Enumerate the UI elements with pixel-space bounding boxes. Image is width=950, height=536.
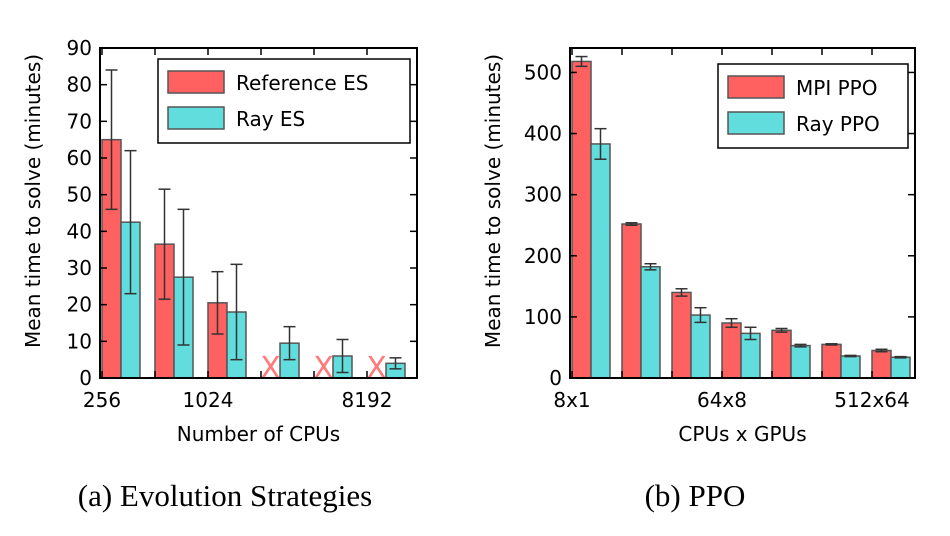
y-axis-ticks: 0 100 200 300 400 500 bbox=[524, 60, 915, 390]
error-bar bbox=[725, 317, 738, 329]
bar-ray-ppo-16x2 bbox=[640, 266, 661, 379]
bar-mpi-ppo-128x16 bbox=[771, 329, 792, 379]
error-bar bbox=[575, 55, 588, 68]
y-tick-label: 60 bbox=[67, 146, 92, 170]
legend-swatch-ray-ppo bbox=[727, 111, 785, 135]
error-bar bbox=[844, 354, 857, 358]
plot-frame bbox=[99, 47, 418, 379]
bar-ray-ppo-32x4 bbox=[690, 314, 711, 379]
y-tick-label: 50 bbox=[67, 183, 92, 207]
y-tick-label: 500 bbox=[524, 60, 562, 84]
error-bar bbox=[158, 188, 171, 300]
y-axis-title: Mean time to solve (minutes) bbox=[481, 54, 505, 348]
error-bar bbox=[644, 262, 657, 271]
y-tick-label: 100 bbox=[524, 305, 562, 329]
bar-mpi-ppo-64x8 bbox=[721, 322, 742, 379]
y-tick-label: 90 bbox=[67, 36, 92, 60]
bar-ray-ppo-8x1 bbox=[590, 143, 611, 379]
error-bar bbox=[825, 343, 838, 346]
error-bar bbox=[230, 263, 243, 361]
error-bar bbox=[794, 343, 807, 348]
y-tick-label: 20 bbox=[67, 293, 92, 317]
legend-label-ray-es: Ray ES bbox=[236, 107, 305, 131]
error-bar bbox=[389, 357, 402, 370]
y-tick-label: 70 bbox=[67, 109, 92, 133]
x-tick-label: 64x8 bbox=[697, 388, 747, 412]
error-bar bbox=[694, 306, 707, 324]
errorbars-group bbox=[105, 69, 402, 374]
caption-a: (a) Evolution Strategies bbox=[78, 478, 372, 513]
y-tick-label: 300 bbox=[524, 183, 562, 207]
legend: MPI PPO Ray PPO bbox=[717, 63, 909, 149]
y-tick-label: 400 bbox=[524, 122, 562, 146]
error-bar bbox=[875, 348, 888, 353]
failed-marker: X bbox=[260, 351, 281, 386]
error-bar bbox=[124, 149, 137, 295]
error-bar bbox=[744, 326, 757, 341]
legend-label-ray-ppo: Ray PPO bbox=[796, 112, 880, 136]
caption-b: (b) PPO bbox=[645, 478, 746, 513]
error-bar bbox=[594, 127, 607, 160]
legend: Reference ES Ray ES bbox=[157, 58, 411, 144]
x-axis-title: CPUs x GPUs bbox=[678, 422, 806, 446]
y-tick-label: 30 bbox=[67, 256, 92, 280]
x-tick-label: 8192 bbox=[342, 388, 393, 412]
legend-swatch-reference-es bbox=[167, 70, 225, 94]
plot-frame bbox=[569, 47, 916, 379]
y-tick-label: 80 bbox=[67, 73, 92, 97]
y-tick-label: 10 bbox=[67, 329, 92, 353]
x-tick-label: 512x64 bbox=[834, 388, 909, 412]
failed-marker: X bbox=[366, 351, 387, 386]
x-axis-ticks: 8x1 64x8 512x64 bbox=[553, 48, 910, 412]
x-tick-label: 256 bbox=[83, 388, 121, 412]
bar-mpi-ppo-16x2 bbox=[621, 223, 642, 379]
x-tick-label: 1024 bbox=[183, 388, 234, 412]
bar-ray-ppo-512x64 bbox=[890, 356, 911, 379]
errorbars-group bbox=[575, 55, 907, 359]
legend-swatch-mpi-ppo bbox=[727, 75, 785, 99]
error-bar bbox=[336, 338, 349, 374]
bar-ray-ppo-256x32 bbox=[840, 355, 861, 379]
legend-label-mpi-ppo: MPI PPO bbox=[796, 76, 877, 100]
error-bar bbox=[675, 288, 688, 297]
legend-label-reference-es: Reference ES bbox=[236, 71, 368, 95]
error-bar bbox=[625, 222, 638, 226]
x-tick-label: 8x1 bbox=[553, 388, 590, 412]
x-axis-title: Number of CPUs bbox=[177, 422, 340, 446]
bar-mpi-ppo-256x32 bbox=[821, 343, 842, 379]
error-bar bbox=[894, 355, 907, 359]
y-tick-label: 200 bbox=[524, 244, 562, 268]
error-bar bbox=[211, 270, 224, 335]
x-axis-ticks: 256 1024 8192 bbox=[83, 48, 393, 412]
y-tick-label: 0 bbox=[79, 366, 92, 390]
y-tick-label: 40 bbox=[67, 219, 92, 243]
bar-mpi-ppo-32x4 bbox=[671, 291, 692, 379]
y-axis-title: Mean time to solve (minutes) bbox=[21, 54, 45, 348]
error-bar bbox=[775, 327, 788, 333]
bars-group bbox=[101, 138, 406, 379]
error-bar bbox=[283, 325, 296, 361]
legend-swatch-ray-es bbox=[167, 106, 225, 130]
error-bar bbox=[105, 69, 118, 211]
bar-mpi-ppo-8x1 bbox=[571, 60, 592, 379]
y-axis-ticks: 0 10 20 30 40 50 60 70 80 90 bbox=[67, 36, 417, 390]
bar-ray-ppo-128x16 bbox=[790, 344, 811, 379]
bar-mpi-ppo-512x64 bbox=[871, 349, 892, 379]
error-bar bbox=[177, 208, 190, 346]
y-tick-label: 0 bbox=[549, 366, 562, 390]
chart-ppo: 0 100 200 300 400 500 8x1 64x8 512x64 CPUs x GP… bbox=[481, 47, 916, 513]
failed-marker: X bbox=[313, 351, 334, 386]
